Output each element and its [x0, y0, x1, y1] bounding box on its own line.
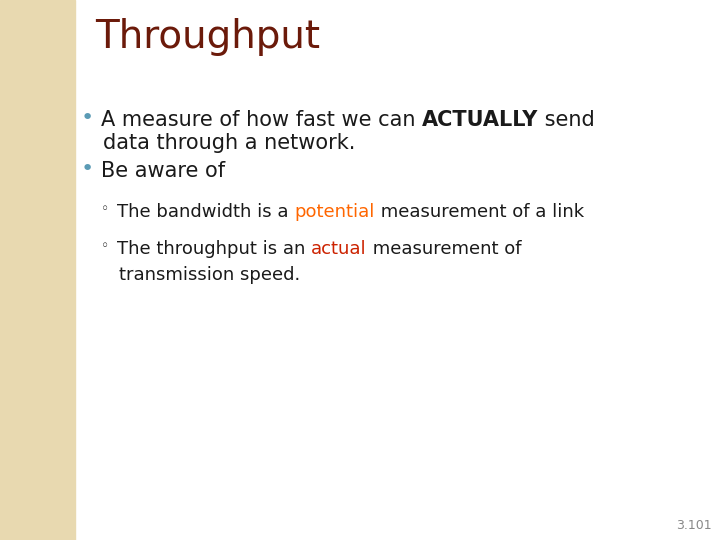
Text: data through a network.: data through a network.: [103, 133, 356, 153]
Text: Throughput: Throughput: [95, 18, 320, 56]
Text: potential: potential: [294, 203, 374, 221]
Text: actual: actual: [311, 240, 366, 258]
Text: A measure of how fast we can: A measure of how fast we can: [101, 110, 422, 130]
Text: Be aware of: Be aware of: [101, 161, 225, 181]
Text: ◦: ◦: [101, 239, 109, 253]
Text: ACTUALLY: ACTUALLY: [422, 110, 539, 130]
Text: send: send: [539, 110, 595, 130]
Text: measurement of: measurement of: [366, 240, 521, 258]
Text: The bandwidth is a: The bandwidth is a: [117, 203, 294, 221]
Bar: [0, 0, 75, 540]
Text: The throughput is an: The throughput is an: [117, 240, 311, 258]
Text: measurement of a link: measurement of a link: [374, 203, 584, 221]
Text: ◦: ◦: [101, 202, 109, 216]
Text: •: •: [81, 108, 94, 128]
Text: •: •: [81, 159, 94, 179]
Text: transmission speed.: transmission speed.: [119, 266, 300, 284]
Text: 3.101: 3.101: [676, 519, 712, 532]
